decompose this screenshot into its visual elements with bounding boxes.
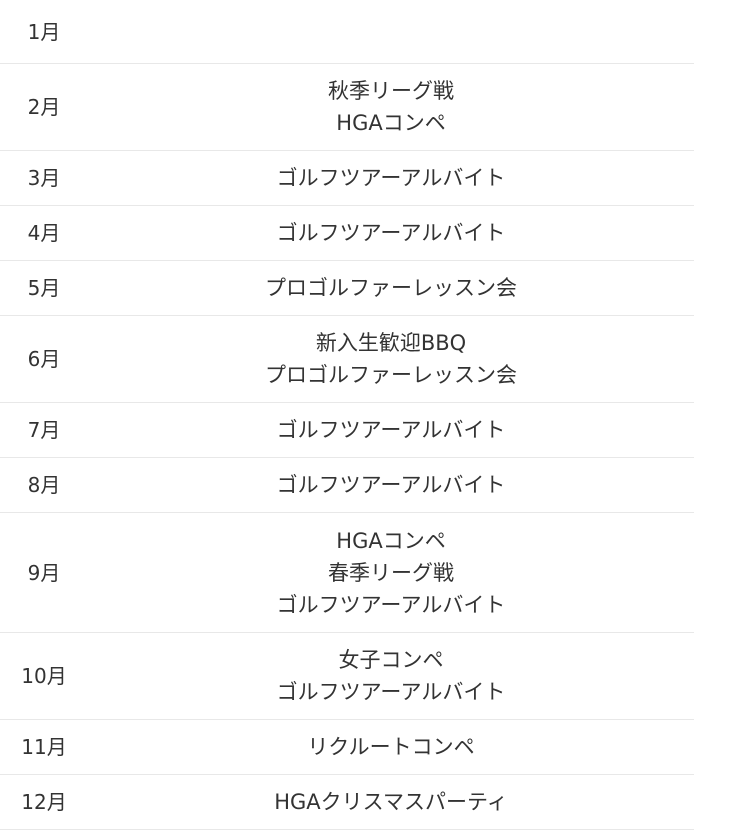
event-item: ゴルフツアーアルバイト — [276, 592, 506, 617]
schedule-row: 6月 新入生歓迎BBQ プロゴルファーレッスン会 — [0, 316, 694, 403]
event-item: HGAコンペ — [336, 111, 446, 135]
event-item: 新入生歓迎BBQ — [315, 331, 467, 355]
events-cell: HGAコンペ 春季リーグ戦 ゴルフツアーアルバイト — [88, 525, 694, 621]
events-cell: リクルートコンペ — [88, 731, 694, 763]
schedule-row: 8月 ゴルフツアーアルバイト — [0, 458, 694, 513]
event-item: プロゴルファーレッスン会 — [265, 363, 517, 387]
event-item: HGAコンペ — [336, 528, 446, 553]
schedule-row: 5月 プロゴルファーレッスン会 — [0, 261, 694, 316]
month-cell: 3月 — [27, 166, 61, 190]
month-cell: 5月 — [27, 276, 61, 300]
schedule-row: 10月 女子コンペ ゴルフツアーアルバイト — [0, 633, 694, 720]
schedule-row: 9月 HGAコンペ 春季リーグ戦 ゴルフツアーアルバイト — [0, 513, 694, 633]
events-cell: ゴルフツアーアルバイト — [88, 469, 694, 501]
event-item: ゴルフツアーアルバイト — [276, 680, 506, 704]
event-item: プロゴルファーレッスン会 — [265, 276, 517, 300]
events-cell: ゴルフツアーアルバイト — [88, 217, 694, 249]
month-cell: 7月 — [27, 418, 61, 442]
schedule-row: 7月 ゴルフツアーアルバイト — [0, 403, 694, 458]
schedule-row: 1月 — [0, 0, 694, 64]
month-cell: 11月 — [21, 735, 67, 759]
month-cell: 10月 — [21, 664, 67, 688]
event-item: ゴルフツアーアルバイト — [276, 166, 506, 190]
events-cell: 女子コンペ ゴルフツアーアルバイト — [88, 644, 694, 708]
annual-schedule-table: 1月 2月 秋季リーグ戦 HGAコンペ 3月 ゴルフツアーアルバイト 4月 ゴル… — [0, 0, 694, 830]
schedule-row: 3月 ゴルフツアーアルバイト — [0, 151, 694, 206]
event-item: ゴルフツアーアルバイト — [276, 473, 506, 497]
event-item: ゴルフツアーアルバイト — [276, 418, 506, 442]
event-item: 女子コンペ — [338, 648, 444, 672]
event-item: HGAクリスマスパーティ — [274, 790, 508, 814]
event-item: ゴルフツアーアルバイト — [276, 221, 506, 245]
month-cell: 6月 — [27, 347, 61, 371]
events-cell: HGAクリスマスパーティ — [88, 786, 694, 818]
schedule-row: 12月 HGAクリスマスパーティ — [0, 775, 694, 830]
event-item: 秋季リーグ戦 — [328, 79, 454, 103]
schedule-row: 2月 秋季リーグ戦 HGAコンペ — [0, 64, 694, 151]
month-cell: 8月 — [27, 473, 61, 497]
schedule-row: 11月 リクルートコンペ — [0, 720, 694, 775]
events-cell: 新入生歓迎BBQ プロゴルファーレッスン会 — [88, 327, 694, 391]
events-cell: ゴルフツアーアルバイト — [88, 414, 694, 446]
events-cell: 秋季リーグ戦 HGAコンペ — [88, 75, 694, 139]
events-cell: ゴルフツアーアルバイト — [88, 162, 694, 194]
month-cell: 9月 — [27, 560, 61, 585]
event-item: リクルートコンペ — [307, 735, 475, 759]
schedule-row: 4月 ゴルフツアーアルバイト — [0, 206, 694, 261]
event-item: 春季リーグ戦 — [328, 560, 454, 585]
month-cell: 2月 — [27, 95, 61, 119]
events-cell: プロゴルファーレッスン会 — [88, 272, 694, 304]
month-cell: 12月 — [21, 790, 67, 814]
month-cell: 1月 — [27, 19, 61, 44]
month-cell: 4月 — [27, 221, 61, 245]
